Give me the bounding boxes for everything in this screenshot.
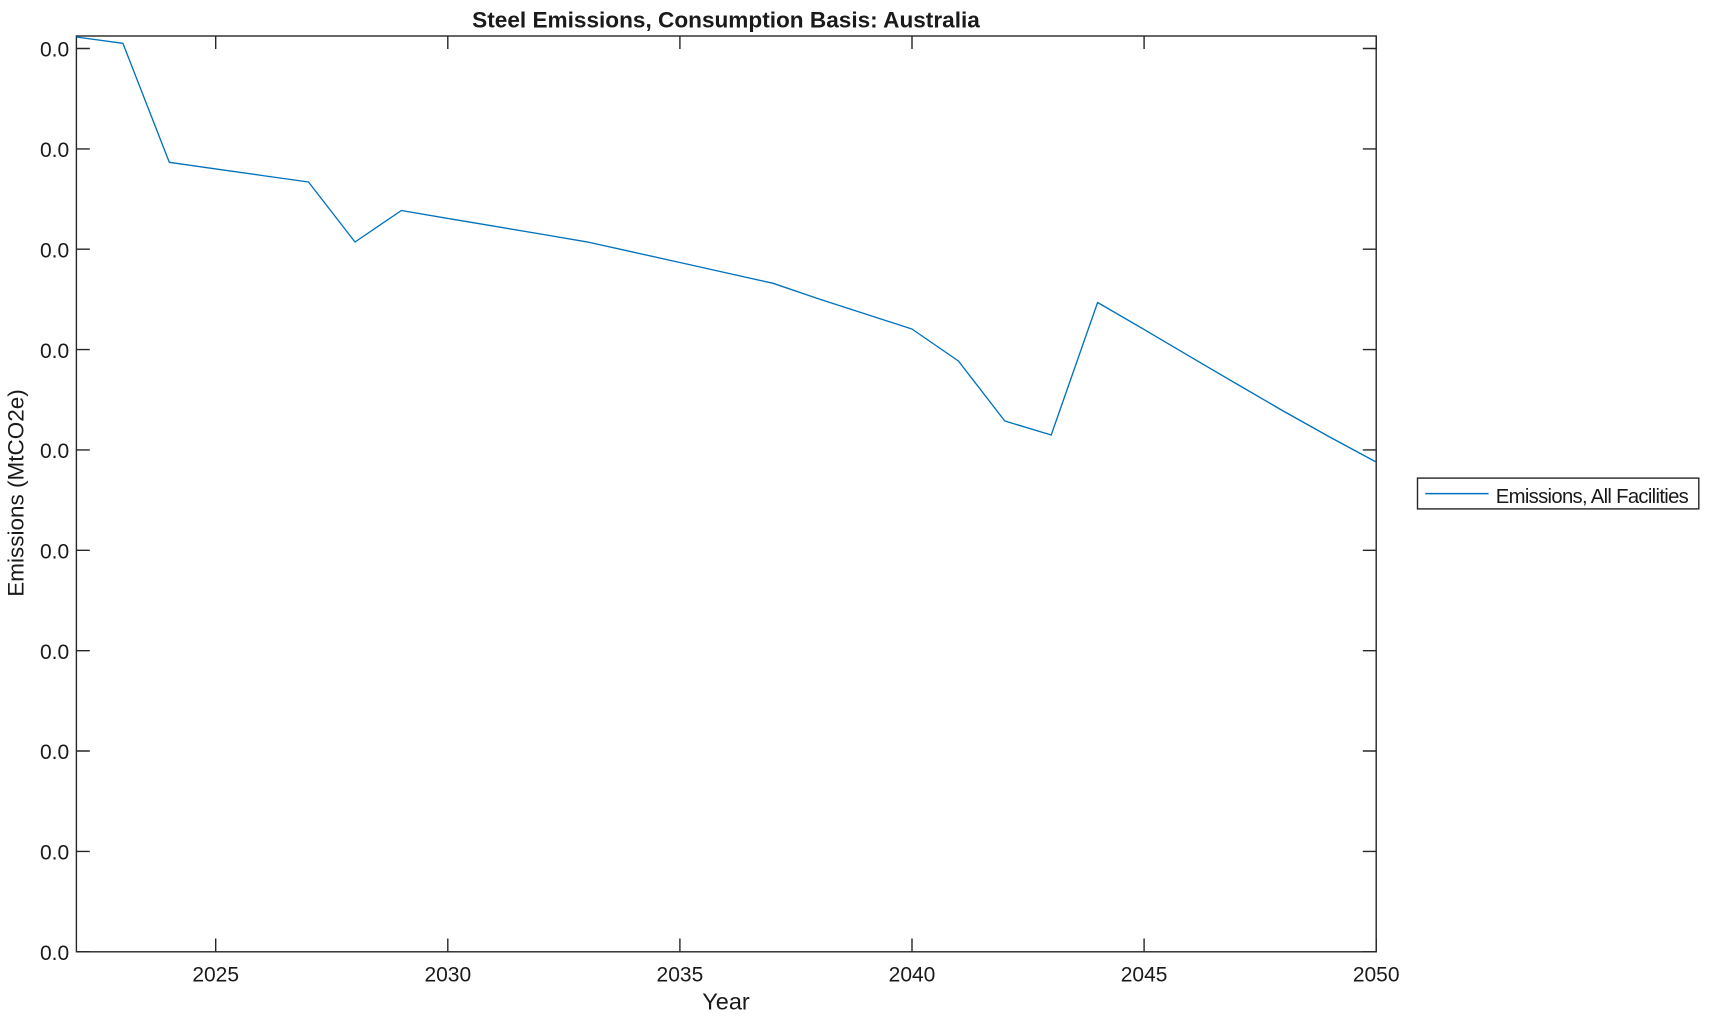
svg-text:2025: 2025: [192, 964, 239, 987]
svg-text:0.0: 0.0: [40, 641, 69, 664]
svg-text:0.0: 0.0: [40, 340, 69, 363]
svg-text:0.0: 0.0: [40, 440, 69, 463]
svg-text:Emissions, All Facilities: Emissions, All Facilities: [1496, 486, 1689, 508]
svg-text:0.0: 0.0: [40, 541, 69, 564]
svg-text:2030: 2030: [424, 964, 471, 987]
svg-text:Emissions (MtCO2e): Emissions (MtCO2e): [4, 389, 29, 597]
svg-text:Steel Emissions, Consumption B: Steel Emissions, Consumption Basis: Aust…: [472, 7, 980, 32]
svg-text:2035: 2035: [657, 964, 704, 987]
svg-text:0.0: 0.0: [40, 139, 69, 162]
svg-text:2040: 2040: [889, 964, 936, 987]
svg-text:0.0: 0.0: [40, 942, 69, 965]
svg-text:0.0: 0.0: [40, 842, 69, 865]
svg-text:0.0: 0.0: [40, 239, 69, 262]
svg-text:Year: Year: [702, 989, 750, 1015]
svg-text:0.0: 0.0: [40, 39, 69, 62]
svg-text:0.0: 0.0: [40, 741, 69, 764]
svg-text:2050: 2050: [1353, 964, 1400, 987]
svg-text:2045: 2045: [1121, 964, 1168, 987]
